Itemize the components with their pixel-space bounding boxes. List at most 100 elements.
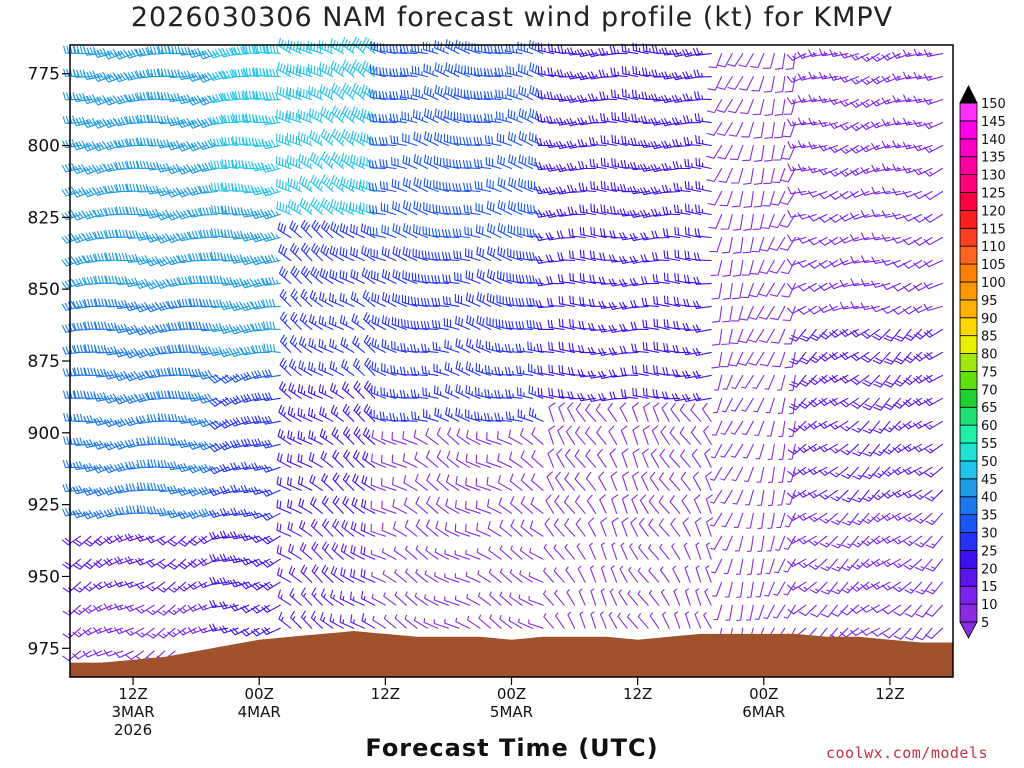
wind-barb — [574, 495, 586, 514]
wind-barb — [839, 397, 859, 408]
wind-barb — [328, 292, 344, 307]
wind-barb — [619, 402, 628, 422]
wind-barb — [924, 627, 944, 640]
wind-barb — [63, 45, 82, 55]
wind-barb — [640, 115, 660, 124]
wind-barb — [446, 450, 460, 468]
wind-barb — [135, 302, 155, 313]
colorbar-segment — [959, 245, 978, 265]
wind-barb — [221, 159, 239, 170]
wind-barb — [187, 487, 208, 497]
wind-barb — [380, 202, 397, 216]
colorbar-label: 90 — [981, 312, 998, 327]
wind-barb — [651, 230, 670, 239]
wind-barb — [349, 201, 365, 216]
wind-barb — [766, 420, 775, 437]
wind-barb — [528, 619, 544, 629]
wind-barb — [413, 154, 428, 170]
wind-barb — [187, 95, 208, 106]
wind-barb — [684, 180, 702, 193]
wind-barb — [61, 301, 82, 311]
wind-barb — [115, 276, 134, 286]
wind-barb — [431, 275, 449, 284]
wind-barb — [311, 243, 323, 262]
wind-barb — [631, 402, 639, 422]
wind-barb — [360, 107, 376, 124]
wind-barb — [607, 402, 618, 422]
wind-barb — [319, 291, 334, 307]
wind-barb — [508, 451, 523, 468]
wind-barb — [93, 509, 113, 520]
wind-barb — [444, 85, 460, 101]
wind-barb — [598, 471, 607, 491]
wind-barb — [219, 577, 239, 586]
wind-barb — [72, 509, 92, 519]
wind-barb — [753, 122, 765, 139]
wind-barb — [850, 256, 870, 264]
wind-barb — [329, 338, 344, 353]
wind-barb — [621, 494, 629, 514]
wind-barb — [231, 69, 250, 78]
wind-barb — [757, 535, 765, 553]
wind-barb — [590, 203, 607, 216]
wind-barb — [219, 485, 239, 495]
credit-link[interactable]: coolwx.com/models — [826, 744, 989, 762]
wind-barb — [230, 46, 250, 56]
wind-barb — [547, 43, 565, 55]
wind-barb — [187, 163, 208, 174]
wind-barb — [759, 351, 775, 367]
wind-barb — [732, 259, 744, 277]
wind-barb — [830, 604, 849, 617]
wind-barb — [454, 293, 471, 307]
wind-barb — [360, 155, 376, 170]
wind-barb — [350, 246, 365, 262]
wind-barb — [349, 178, 365, 193]
wind-barb — [261, 558, 281, 568]
wind-barb — [464, 65, 481, 78]
wind-barb — [115, 252, 134, 262]
wind-barb — [546, 276, 565, 285]
wind-barb — [156, 278, 176, 289]
wind-barb — [587, 517, 597, 537]
wind-barb — [925, 581, 944, 595]
wind-barb — [871, 164, 891, 173]
wind-barb — [330, 175, 344, 193]
wind-barb — [61, 323, 82, 333]
wind-barb — [166, 255, 187, 266]
wind-barb — [103, 626, 124, 634]
wind-barb — [516, 250, 534, 262]
wind-barb — [783, 581, 796, 596]
wind-barb — [530, 496, 544, 514]
wind-barb — [198, 393, 218, 404]
wind-barb — [353, 403, 365, 422]
wind-barb — [124, 393, 145, 404]
wind-barb — [167, 69, 187, 78]
wind-barb — [637, 613, 649, 629]
wind-barb — [536, 113, 555, 124]
wind-barb — [253, 67, 271, 78]
wind-barb — [716, 76, 733, 90]
wind-barb — [548, 364, 565, 376]
wind-barb — [208, 420, 229, 430]
wind-barb — [487, 520, 502, 537]
wind-barb — [370, 248, 386, 262]
wind-barb — [331, 427, 344, 445]
wind-barb — [219, 300, 239, 311]
wind-barb — [830, 512, 849, 526]
wind-barb — [778, 420, 786, 438]
wind-barb — [381, 500, 397, 514]
wind-barb — [405, 568, 418, 583]
wind-barb — [558, 318, 576, 330]
wind-barb — [103, 369, 124, 380]
wind-barb — [145, 301, 166, 313]
wind-barb — [529, 548, 544, 560]
wind-barb — [684, 158, 702, 170]
wind-barb — [765, 558, 775, 575]
wind-barb — [598, 370, 618, 379]
wind-barb — [402, 431, 418, 445]
wind-barb — [769, 282, 786, 297]
wind-barb — [288, 358, 302, 376]
wind-barb — [389, 113, 407, 124]
wind-barb — [177, 94, 197, 105]
wind-barb — [585, 426, 597, 445]
